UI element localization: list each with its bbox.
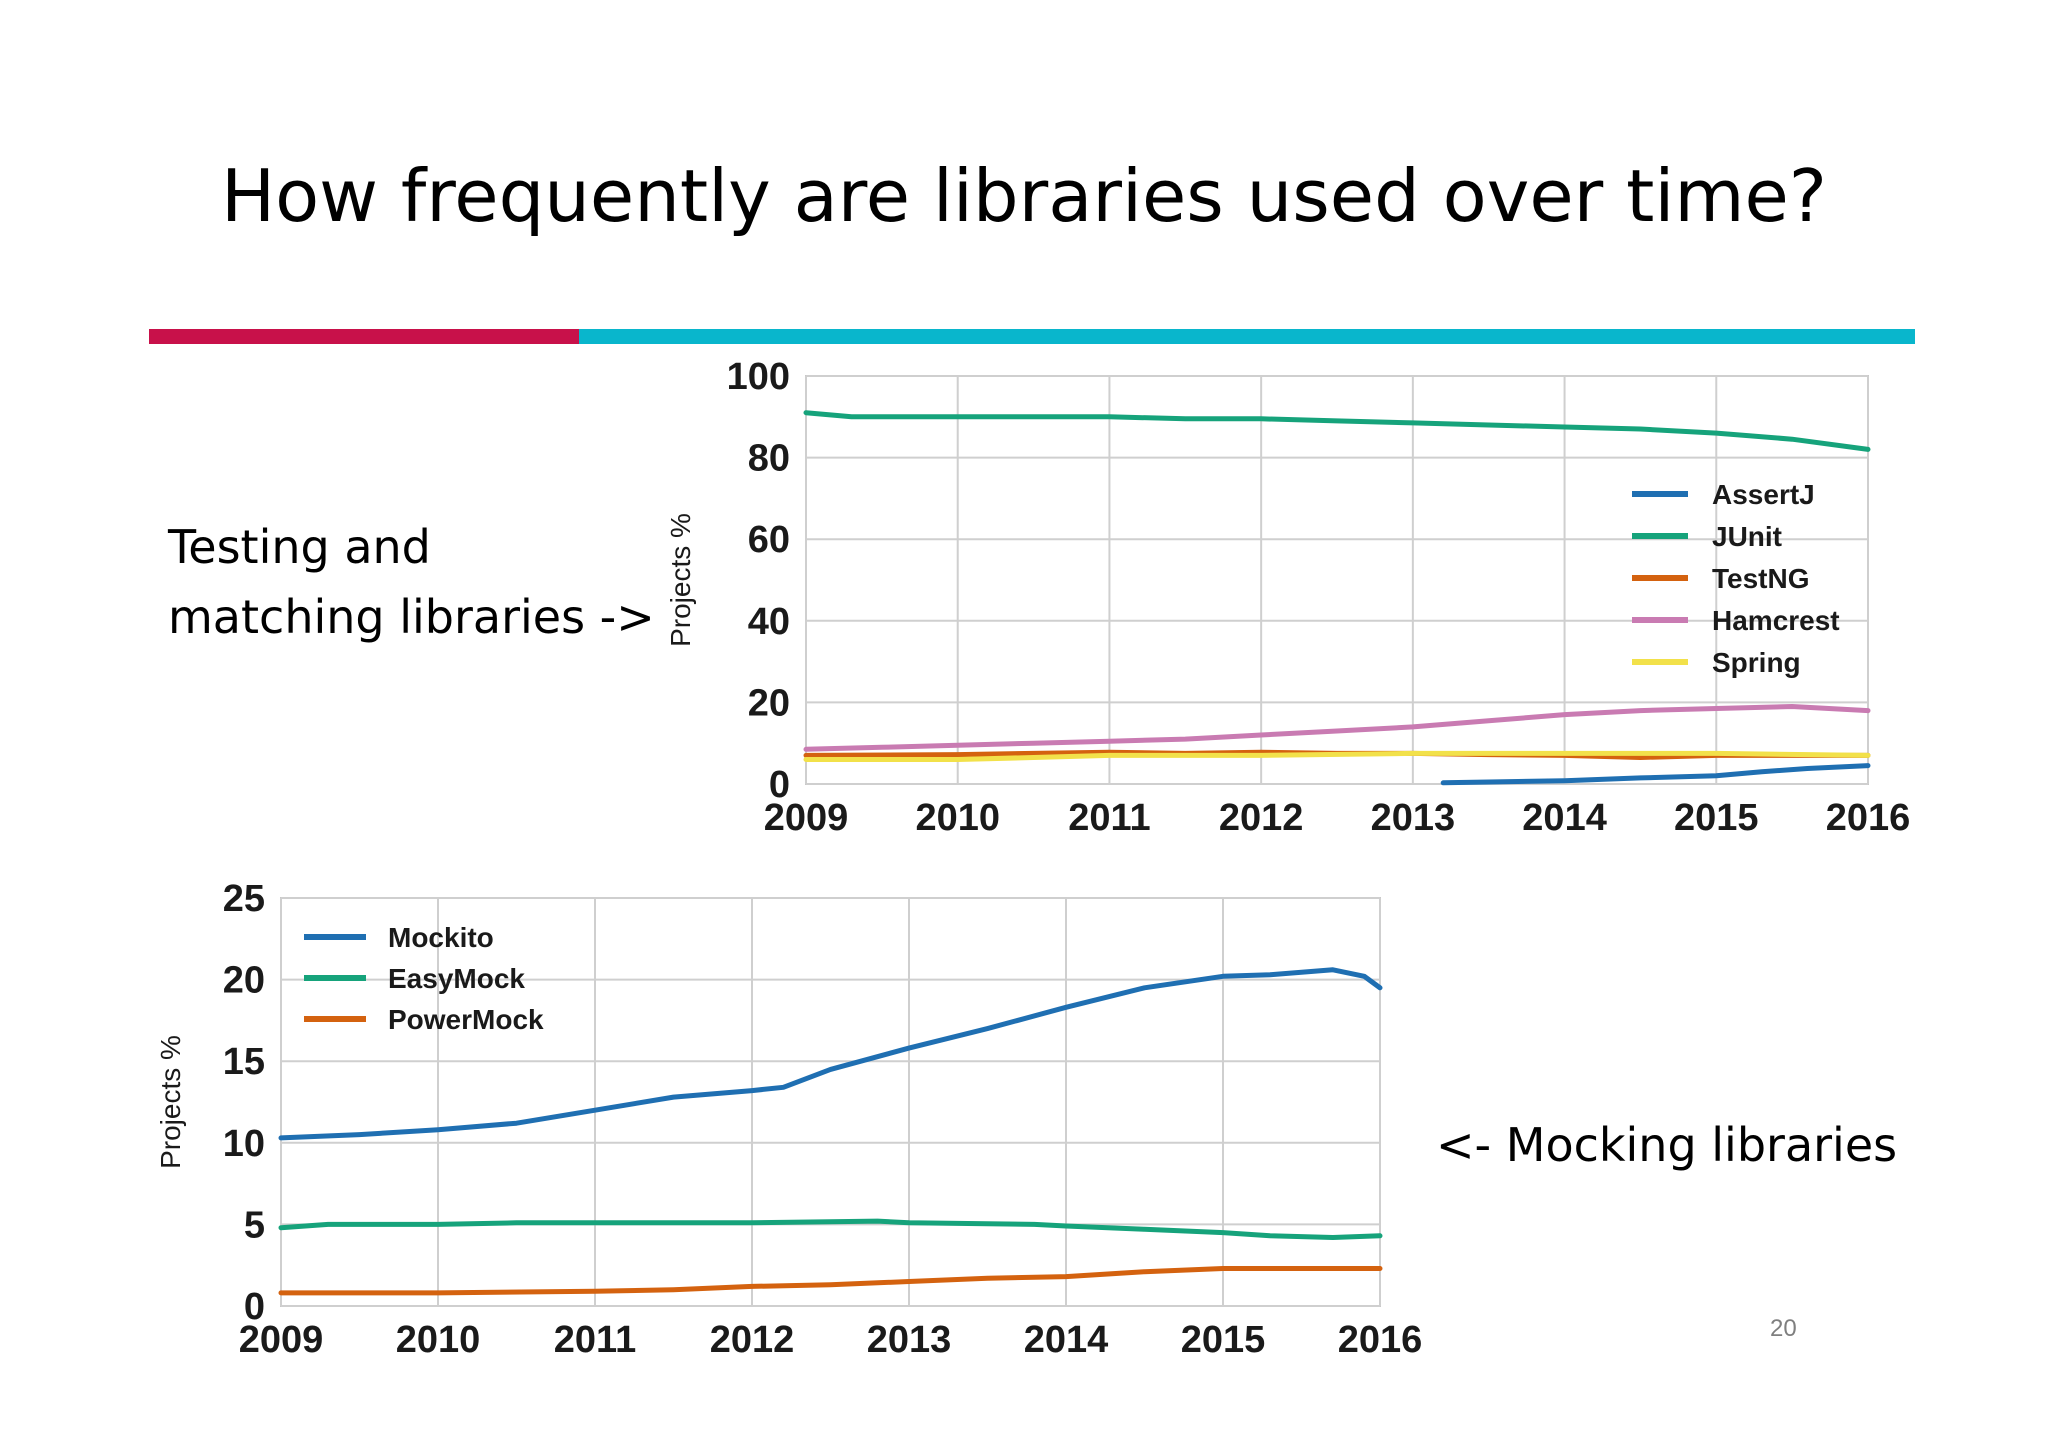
testing-x-tick-label: 2011 [1068,797,1150,839]
testing-legend-label-hamcrest: Hamcrest [1712,605,1840,636]
testing-y-tick-label: 0 [769,764,790,806]
testing-x-tick-label: 2013 [1371,797,1456,839]
testing-legend-label-assertj: AssertJ [1712,479,1815,510]
title-divider-teal [579,329,1915,344]
mocking-x-tick-label: 2013 [867,1319,952,1361]
testing-y-tick-label: 100 [727,356,790,398]
testing-y-tick-label: 80 [748,438,790,480]
testing-legend-label-spring: Spring [1712,647,1801,678]
mocking-y-tick-label: 0 [244,1286,265,1328]
mocking-legend-label-mockito: Mockito [388,922,494,953]
testing-x-tick-label: 2014 [1522,797,1607,839]
mocking-y-tick-label: 15 [223,1041,265,1083]
mocking-y-tick-label: 5 [244,1204,265,1246]
mocking-plot-area [280,897,1381,1307]
mocking-y-tick-label: 25 [223,878,265,920]
mocking-x-tick-label: 2014 [1024,1319,1109,1361]
mocking-x-tick-label: 2010 [396,1319,481,1361]
mocking-x-tick-label: 2011 [554,1319,636,1361]
testing-y-tick-label: 40 [748,601,790,643]
testing-x-tick-label: 2010 [915,797,1000,839]
testing-legend-label-testng: TestNG [1712,563,1810,594]
testing-plot-area [805,375,1869,785]
mocking-series-line-powermock [278,1266,1383,1296]
testing-x-tick-label: 2012 [1219,797,1304,839]
mocking-series-line-mockito [278,967,1383,1141]
testing-x-tick-label: 2016 [1826,797,1911,839]
testing-x-tick-label: 2009 [764,797,849,839]
page-number: 20 [1770,1315,1797,1342]
mocking-y-axis-label: Projects % [155,1035,186,1169]
testing-x-tick-label: 2015 [1674,797,1759,839]
testing-y-tick-label: 60 [748,519,790,561]
mocking-y-tick-label: 10 [223,1123,265,1165]
mocking-y-tick-label: 20 [223,960,265,1002]
testing-series-line-assertj [1440,763,1871,786]
testing-series-line-spring [803,750,1871,762]
mocking-x-tick-label: 2012 [710,1319,795,1361]
mocking-libraries-label: <- Mocking libraries [1436,1118,1898,1172]
mocking-x-tick-label: 2016 [1338,1319,1423,1361]
testing-y-tick-label: 20 [748,682,790,724]
mocking-legend-label-easymock: EasyMock [388,963,525,994]
slide-title: How frequently are libraries used over t… [220,154,1828,238]
testing-legend-label-junit: JUnit [1712,521,1782,552]
title-divider-red [149,329,579,344]
testing-series-line-junit [803,410,1871,452]
testing-libraries-label: Testing and matching libraries -> [168,520,655,644]
testing-y-axis-label: Projects % [665,513,696,647]
mocking-x-tick-label: 2015 [1181,1319,1266,1361]
testing-series-line-hamcrest [803,704,1871,752]
mocking-x-tick-label: 2009 [239,1319,324,1361]
mocking-legend-label-powermock: PowerMock [388,1004,544,1035]
mocking-series-line-easymock [278,1218,1383,1240]
